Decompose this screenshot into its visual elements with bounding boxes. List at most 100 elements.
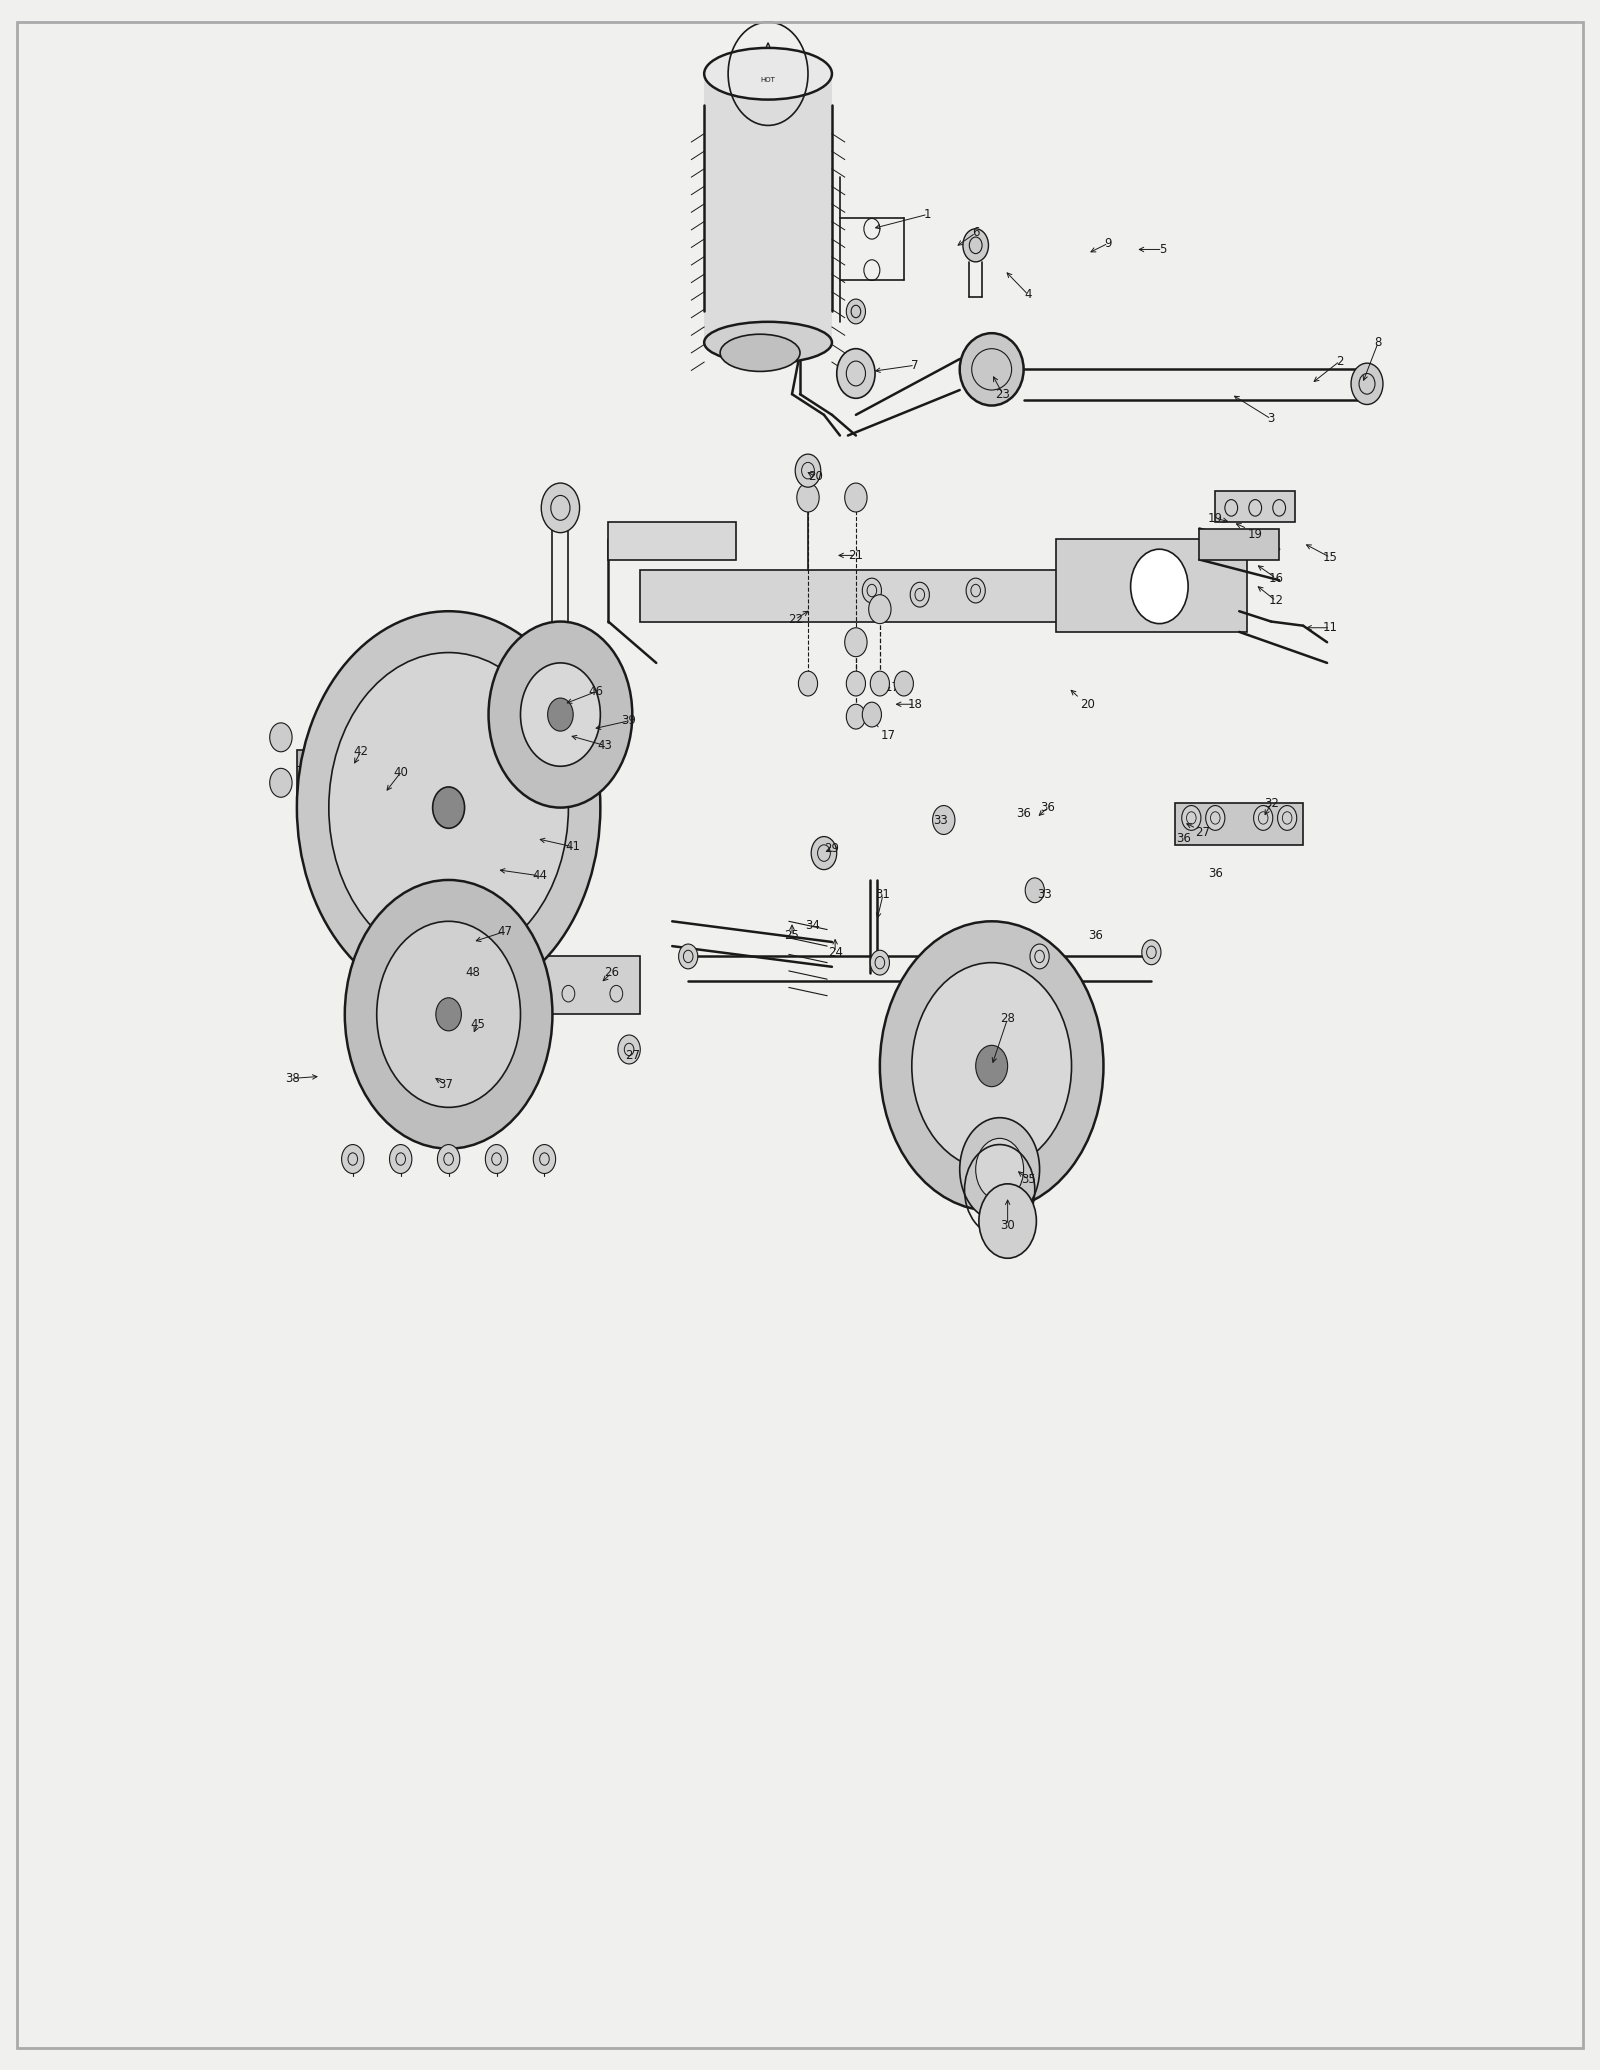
Circle shape (432, 787, 464, 828)
Text: 7: 7 (912, 358, 918, 373)
Circle shape (880, 921, 1104, 1211)
Text: 45: 45 (470, 1018, 485, 1031)
Circle shape (869, 594, 891, 623)
Circle shape (1030, 944, 1050, 969)
Text: 22: 22 (787, 613, 803, 625)
Circle shape (837, 348, 875, 397)
Circle shape (811, 836, 837, 869)
Circle shape (797, 482, 819, 511)
Text: 33: 33 (933, 814, 947, 826)
Text: 32: 32 (1264, 797, 1278, 809)
Text: 15: 15 (1323, 551, 1338, 563)
Bar (640, 569, 1200, 621)
Circle shape (1206, 805, 1226, 830)
Circle shape (798, 671, 818, 696)
Text: 6: 6 (971, 226, 979, 240)
Text: HOT: HOT (760, 77, 776, 83)
Ellipse shape (960, 333, 1024, 406)
Circle shape (618, 1035, 640, 1064)
Circle shape (870, 950, 890, 975)
Text: 3: 3 (1267, 412, 1275, 426)
Circle shape (485, 1145, 507, 1174)
Text: 8: 8 (1374, 335, 1382, 350)
Text: 36: 36 (1176, 832, 1190, 845)
Circle shape (1026, 878, 1045, 903)
Text: 18: 18 (907, 698, 923, 710)
Circle shape (437, 1145, 459, 1174)
Circle shape (960, 1118, 1040, 1221)
Text: 16: 16 (1269, 571, 1283, 584)
Text: 41: 41 (566, 840, 581, 853)
Circle shape (845, 482, 867, 511)
Circle shape (870, 671, 890, 696)
Circle shape (862, 578, 882, 602)
Circle shape (966, 578, 986, 602)
Circle shape (894, 671, 914, 696)
Text: 28: 28 (1000, 1012, 1014, 1025)
Circle shape (963, 230, 989, 263)
Text: 30: 30 (1000, 1219, 1014, 1232)
Circle shape (376, 921, 520, 1107)
Text: 17: 17 (880, 729, 896, 741)
Circle shape (846, 704, 866, 729)
Text: 48: 48 (466, 967, 480, 979)
Text: 36: 36 (1016, 807, 1030, 820)
Text: 19: 19 (1208, 511, 1222, 524)
Text: 25: 25 (784, 929, 800, 942)
Text: 19: 19 (1248, 528, 1262, 540)
Text: 27: 27 (1195, 826, 1210, 838)
Text: 31: 31 (875, 888, 891, 900)
Circle shape (910, 582, 930, 607)
Text: 24: 24 (827, 946, 843, 958)
Circle shape (344, 880, 552, 1149)
Text: 38: 38 (285, 1072, 299, 1085)
Bar (544, 956, 640, 1014)
Circle shape (1350, 362, 1382, 404)
Bar (1056, 538, 1248, 631)
Circle shape (341, 1145, 363, 1174)
Text: 21: 21 (848, 549, 864, 561)
Text: 36: 36 (1208, 867, 1222, 880)
Text: 11: 11 (1323, 621, 1338, 633)
Circle shape (1131, 549, 1189, 623)
Text: 36: 36 (1040, 801, 1054, 814)
Circle shape (1142, 940, 1162, 965)
Text: 23: 23 (995, 387, 1010, 402)
Text: 47: 47 (498, 925, 512, 938)
Bar (1216, 491, 1294, 522)
Text: 39: 39 (622, 714, 637, 727)
Text: 9: 9 (1104, 236, 1112, 250)
Text: 2: 2 (1336, 354, 1344, 368)
Ellipse shape (720, 333, 800, 371)
Text: 5: 5 (1158, 242, 1166, 257)
Circle shape (795, 453, 821, 486)
Circle shape (862, 702, 882, 727)
Circle shape (533, 1145, 555, 1174)
Ellipse shape (704, 48, 832, 99)
Circle shape (520, 662, 600, 766)
Text: 35: 35 (1021, 1174, 1035, 1186)
Circle shape (547, 698, 573, 731)
Circle shape (435, 998, 461, 1031)
Text: 17: 17 (885, 681, 901, 693)
Bar (298, 749, 338, 807)
Circle shape (1182, 805, 1202, 830)
Text: 40: 40 (394, 766, 408, 778)
Text: 46: 46 (589, 685, 603, 698)
Ellipse shape (704, 321, 832, 362)
Circle shape (389, 1145, 411, 1174)
Circle shape (912, 963, 1072, 1170)
Text: 26: 26 (605, 967, 619, 979)
Circle shape (541, 482, 579, 532)
Circle shape (488, 621, 632, 807)
Circle shape (270, 768, 293, 797)
Text: 29: 29 (824, 842, 840, 855)
Text: 44: 44 (533, 869, 547, 882)
Text: 36: 36 (1088, 929, 1102, 942)
Bar (1176, 803, 1302, 845)
Circle shape (678, 944, 698, 969)
Circle shape (1277, 805, 1296, 830)
Text: 20: 20 (1080, 698, 1094, 710)
Bar (704, 75, 832, 342)
Circle shape (1254, 805, 1272, 830)
